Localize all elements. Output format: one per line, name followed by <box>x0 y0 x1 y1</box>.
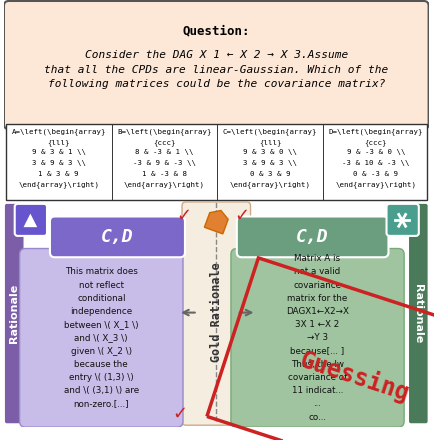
FancyBboxPatch shape <box>237 216 388 257</box>
Text: 9 & -3 & 0 \\: 9 & -3 & 0 \\ <box>346 150 405 155</box>
Text: Guessing: Guessing <box>296 347 412 406</box>
Text: 9 & 3 & 1 \\: 9 & 3 & 1 \\ <box>32 150 86 155</box>
Text: 1 & 3 & 9: 1 & 3 & 9 <box>39 171 79 177</box>
Text: {lll}: {lll} <box>259 139 281 146</box>
Text: Rationale: Rationale <box>413 284 423 343</box>
Text: -3 & 9 & -3 \\: -3 & 9 & -3 \\ <box>133 160 196 166</box>
Text: {ccc}: {ccc} <box>153 139 176 146</box>
FancyBboxPatch shape <box>182 202 250 425</box>
Text: This matrix does
not reflect
conditional
independence
between \( X_1 \)
and \( X: This matrix does not reflect conditional… <box>64 268 139 408</box>
FancyBboxPatch shape <box>20 249 183 427</box>
Text: A=\left(\begin{array}: A=\left(\begin{array} <box>11 128 106 135</box>
Text: -3 & 10 & -3 \\: -3 & 10 & -3 \\ <box>342 160 410 166</box>
FancyBboxPatch shape <box>50 216 185 257</box>
FancyBboxPatch shape <box>231 249 404 427</box>
Text: 9 & 3 & 0 \\: 9 & 3 & 0 \\ <box>243 150 297 155</box>
Text: ✓: ✓ <box>234 206 249 224</box>
Text: \end{array}\right): \end{array}\right) <box>230 182 311 188</box>
Text: D=\left(\begin{array}: D=\left(\begin{array} <box>329 128 423 135</box>
Text: 3 & 9 & 3 \\: 3 & 9 & 3 \\ <box>243 160 297 166</box>
Text: C,D: C,D <box>296 228 329 246</box>
Text: \end{array}\right): \end{array}\right) <box>18 182 99 188</box>
Text: ✓: ✓ <box>177 206 191 224</box>
Text: \end{array}\right): \end{array}\right) <box>124 182 205 188</box>
FancyBboxPatch shape <box>5 204 23 423</box>
Text: Gold Rationale: Gold Rationale <box>210 263 223 363</box>
FancyBboxPatch shape <box>409 204 427 423</box>
Text: {lll}: {lll} <box>47 139 70 146</box>
Polygon shape <box>204 210 228 234</box>
Text: Matrix A is
not a valid
covariance
matrix for the
DAGX1←X2→X
3X 1 ←X 2
→Y 3
beca: Matrix A is not a valid covariance matri… <box>286 254 349 422</box>
Text: Consider the DAG X 1 ← X 2 → X 3.Assume
that all the CPDs are linear-Gaussian. W: Consider the DAG X 1 ← X 2 → X 3.Assume … <box>44 51 388 89</box>
Text: 0 & -3 & 9: 0 & -3 & 9 <box>353 171 398 177</box>
Text: C,D: C,D <box>101 228 134 246</box>
Text: {ccc}: {ccc} <box>365 139 387 146</box>
Text: ✓: ✓ <box>172 404 187 422</box>
FancyBboxPatch shape <box>4 1 429 129</box>
Text: \end{array}\right): \end{array}\right) <box>335 182 416 188</box>
Text: 3 & 9 & 3 \\: 3 & 9 & 3 \\ <box>32 160 86 166</box>
Text: 1 & -3 & 8: 1 & -3 & 8 <box>142 171 187 177</box>
FancyBboxPatch shape <box>387 204 419 236</box>
Text: C=\left(\begin{array}: C=\left(\begin{array} <box>223 128 317 135</box>
Text: Rationale: Rationale <box>9 284 19 343</box>
Text: 0 & 3 & 9: 0 & 3 & 9 <box>250 171 290 177</box>
Polygon shape <box>23 213 37 227</box>
FancyBboxPatch shape <box>6 124 427 200</box>
Text: B=\left(\begin{array}: B=\left(\begin{array} <box>117 128 212 135</box>
Text: Question:: Question: <box>183 25 250 37</box>
FancyBboxPatch shape <box>15 204 47 236</box>
Text: 8 & -3 & 1 \\: 8 & -3 & 1 \\ <box>135 150 194 155</box>
